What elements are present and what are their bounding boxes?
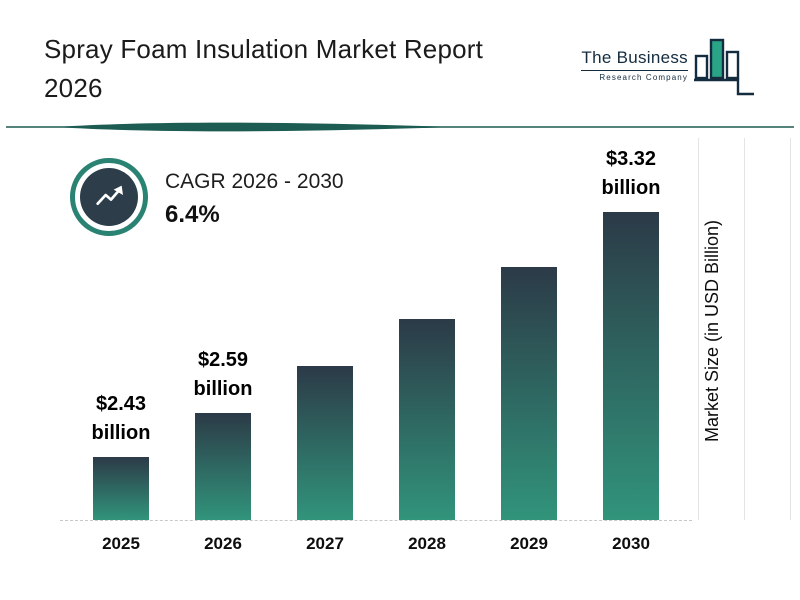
y-axis-label: Market Size (in USD Billion) — [702, 219, 722, 443]
bar-2030 — [603, 212, 659, 520]
bar-2028 — [399, 319, 455, 520]
x-tick-2025: 2025 — [102, 534, 140, 553]
bar-column-2029 — [478, 267, 580, 520]
bar-value-label-2030: $3.32 billion — [601, 148, 661, 199]
bar-column-2026: $2.59 billion — [172, 346, 274, 520]
logo-name: The Business — [581, 48, 688, 71]
x-tick-2030: 2030 — [612, 534, 650, 553]
gridline — [744, 138, 745, 520]
bars-row: $2.43 billion $2.59 billion $3.32 billion — [60, 140, 692, 521]
bar-value-label-2026: $2.59 billion — [193, 349, 253, 400]
x-tick-2028: 2028 — [408, 534, 446, 553]
logo-subtext: Research Company — [599, 73, 688, 82]
logo-bars-icon — [694, 38, 754, 96]
bar-column-2027 — [274, 366, 376, 520]
x-tick-2026: 2026 — [204, 534, 242, 553]
cagr-block: CAGR 2026 - 2030 6.4% — [165, 170, 344, 229]
bar-2026 — [195, 413, 251, 520]
bar-2027 — [297, 366, 353, 520]
bar-column-2030: $3.32 billion — [580, 145, 682, 520]
divider-line — [6, 122, 794, 132]
logo-text-block: The Business Research Company — [581, 48, 688, 82]
page-title: Spray Foam Insulation Market Report 2026 — [44, 30, 544, 108]
years-row: 2025 2026 2027 2028 2029 2030 — [60, 534, 692, 554]
cagr-label: CAGR 2026 - 2030 — [165, 170, 344, 193]
bar-2025 — [93, 457, 149, 520]
bar-value-label-2025: $2.43 billion — [91, 393, 151, 444]
gridline — [790, 138, 791, 520]
bar-2029 — [501, 267, 557, 520]
cagr-value: 6.4% — [165, 201, 220, 228]
x-tick-2029: 2029 — [510, 534, 548, 553]
bar-chart: $2.43 billion $2.59 billion $3.32 billion 202… — [60, 140, 692, 554]
bar-column-2025: $2.43 billion — [70, 390, 172, 520]
page-title-line2: 2026 — [44, 73, 103, 103]
bar-column-2028 — [376, 319, 478, 520]
page-title-line1: Spray Foam Insulation Market Report — [44, 34, 484, 64]
cagr-trend-icon — [70, 158, 148, 236]
company-logo: The Business Research Company — [581, 34, 756, 100]
x-tick-2027: 2027 — [306, 534, 344, 553]
gridline — [698, 138, 699, 520]
trending-up-icon — [80, 168, 138, 226]
